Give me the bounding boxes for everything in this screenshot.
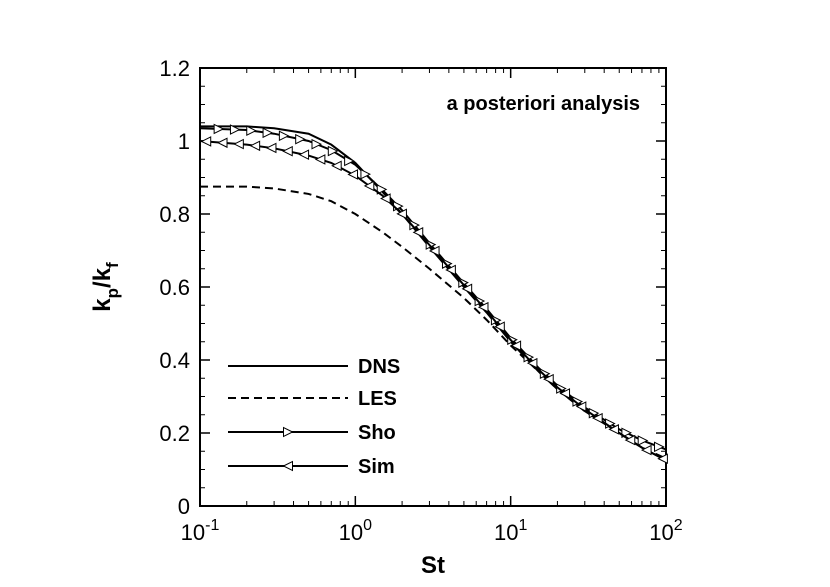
x-tick-label: 100 (339, 517, 372, 545)
y-axis-title-sub2: f (103, 262, 122, 268)
x-tick-label-exponent: 2 (674, 517, 683, 534)
series-line-sho (199, 127, 667, 451)
series-marker-sho (344, 155, 355, 167)
x-tick-label-exponent: 1 (518, 517, 527, 534)
series-marker-sim (331, 160, 342, 172)
x-tick-label-base: 10 (181, 520, 205, 545)
series-marker-sim (298, 149, 310, 160)
series-marker-sim (282, 145, 293, 157)
legend-marker-sim (282, 460, 293, 472)
series-marker-sim (200, 136, 212, 147)
series-marker-sim (526, 357, 538, 369)
x-tick-label-exponent: -1 (205, 517, 219, 534)
series-marker-sim (380, 193, 391, 204)
series-marker-sim (396, 208, 407, 220)
series-marker-sho (229, 124, 241, 135)
legend: DNS LES Sho Sim (228, 356, 400, 478)
legend-label-sim: Sim (358, 456, 395, 478)
series-marker-sim (592, 412, 603, 424)
x-axis-title: St (421, 552, 445, 579)
series-marker-sim (314, 154, 326, 165)
y-axis-title-sub1: p (103, 288, 122, 298)
series-marker-sho (637, 435, 649, 446)
series-marker-sho (360, 168, 372, 180)
series-marker-sho (327, 145, 339, 157)
series-marker-sim (575, 401, 587, 412)
y-tick-label: 0.6 (159, 275, 190, 300)
series-marker-sim (510, 340, 522, 352)
series-marker-sim (265, 142, 277, 154)
x-tick-label: 101 (494, 517, 527, 545)
series-marker-sim (559, 388, 571, 399)
series-marker-sho (295, 133, 306, 145)
y-tick-label: 0.2 (159, 421, 190, 446)
y-tick-label: 0.4 (159, 348, 190, 373)
x-tick-label-base: 10 (339, 520, 363, 545)
series-marker-sim (347, 169, 359, 180)
series-marker-sim (543, 373, 554, 385)
axis-ticks (199, 67, 667, 507)
series-sim (199, 136, 668, 465)
y-axis-title: kp/kf (89, 262, 122, 312)
tick-labels: 00.20.40.60.811.210-1 100 101 102 (159, 56, 682, 545)
series-marker-sim (249, 140, 261, 152)
series-marker-sim (216, 137, 228, 149)
y-tick-label: 0 (178, 494, 190, 519)
series-marker-sho (246, 125, 257, 136)
series-marker-sho (213, 123, 225, 135)
y-axis-title-main: k (89, 298, 116, 312)
series-marker-sim (624, 434, 636, 446)
series-marker-sho (311, 138, 323, 150)
series-marker-sim (363, 180, 375, 192)
series-marker-sim (428, 245, 440, 257)
legend-label-dns: DNS (358, 356, 400, 378)
series-marker-sho (262, 127, 274, 139)
series-dns (200, 125, 667, 462)
y-tick-label: 1.2 (159, 56, 190, 81)
x-tick-label: 102 (649, 517, 682, 545)
series-marker-sim (494, 321, 505, 333)
series-marker-sim (233, 138, 244, 150)
y-tick-label: 1 (178, 129, 190, 154)
y-axis-title-slash: /k (89, 267, 116, 288)
series-marker-sim (477, 301, 489, 313)
series-sho (199, 123, 667, 453)
series-line-dns (200, 125, 667, 462)
x-tick-label: 10-1 (181, 517, 220, 545)
legend-label-les: LES (358, 388, 397, 410)
series-marker-sim (640, 444, 652, 456)
x-tick-label-base: 10 (649, 520, 673, 545)
series-marker-sho (278, 130, 290, 142)
x-tick-label-base: 10 (494, 520, 518, 545)
series-layer (199, 123, 668, 465)
series-marker-sim (657, 453, 668, 465)
annotation-text: a posteriori analysis (447, 93, 640, 115)
series-marker-sim (445, 264, 456, 276)
legend-marker-sho (283, 426, 294, 438)
series-marker-sim (608, 424, 619, 435)
series-marker-sim (461, 283, 473, 295)
y-tick-label: 0.8 (159, 202, 190, 227)
legend-label-sho: Sho (358, 422, 396, 444)
x-tick-label-exponent: 0 (363, 517, 372, 534)
series-marker-sim (412, 227, 424, 238)
series-marker-sho (376, 184, 388, 195)
series-marker-sho (654, 441, 665, 453)
